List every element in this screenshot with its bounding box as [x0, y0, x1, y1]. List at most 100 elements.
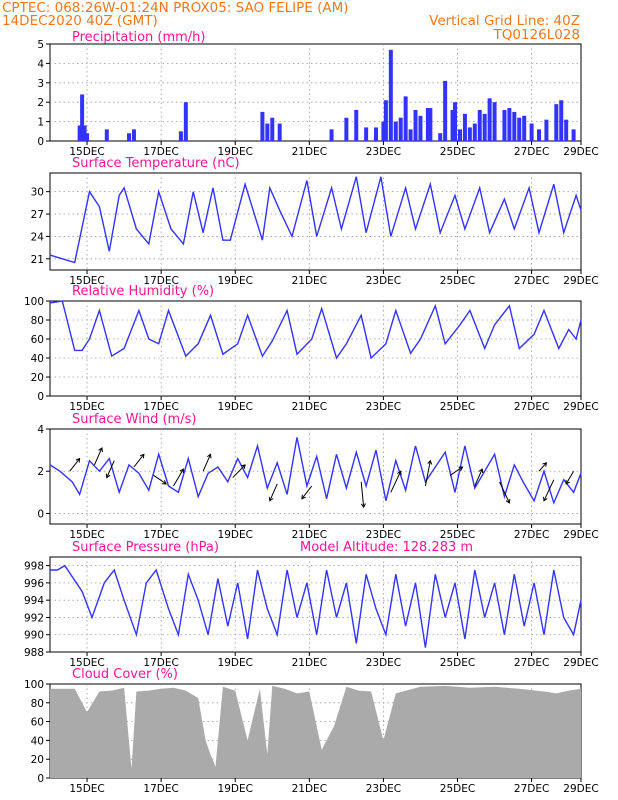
humidity-xtick-label: 17DEC — [143, 401, 178, 413]
precip-bar — [512, 111, 517, 141]
wind-arrow — [153, 475, 167, 485]
precip-bar — [344, 117, 349, 141]
wind-arrowhead — [207, 453, 212, 459]
precip-bar — [571, 129, 576, 141]
precip-bar — [537, 129, 542, 141]
cloud-ytick-label: 0 — [37, 773, 44, 785]
precip-bar — [127, 133, 132, 141]
precip-bar — [443, 80, 448, 141]
precip-bar — [477, 109, 482, 141]
precip-bar — [472, 123, 477, 141]
cloud-area — [50, 685, 581, 778]
header-model: TQ0126L028 — [492, 27, 580, 43]
wind-arrow — [538, 462, 547, 472]
wind-arrow — [360, 481, 365, 508]
wind-arrowhead — [543, 496, 548, 502]
precip-bar — [104, 129, 109, 141]
temp-line — [49, 176, 582, 264]
precip-bar — [277, 123, 282, 141]
wind-arrow — [499, 481, 510, 504]
precip-bar — [529, 123, 534, 141]
pressure-xtick-label: 19DEC — [218, 657, 253, 669]
pressure-xtick-label: 23DEC — [366, 657, 401, 669]
precip-ytick-label: 4 — [37, 58, 44, 70]
precip-bar — [425, 108, 430, 141]
wind-xtick-label: 27DEC — [514, 529, 549, 541]
precip-bar — [559, 100, 564, 141]
precip-xtick-label: 27DEC — [514, 146, 549, 158]
wind-arrow — [69, 458, 81, 472]
cloud-xtick-label: 17DEC — [143, 783, 178, 795]
precip-bar — [393, 121, 398, 141]
cloud-ytick-label: 60 — [31, 717, 44, 729]
humidity-xtick-label: 19DEC — [218, 401, 253, 413]
precip-ytick-label: 1 — [37, 117, 44, 129]
precip-bar — [183, 102, 188, 141]
pressure-ytick-label: 992 — [24, 612, 44, 624]
precip-bar — [517, 117, 522, 141]
humidity-panel: 0 20 40 60 80 100 15DEC 17DEC 19DEC 21DEC 23DEC 25D… — [24, 296, 599, 413]
temp-panel: 21 24 27 30 15DEC 17DEC 19DEC 21DEC 23DEC 25DEC 27… — [31, 172, 599, 287]
wind-arrow — [93, 447, 103, 466]
wind-xtick-label: 25DEC — [440, 529, 475, 541]
humidity-xtick-label: 29DEC — [563, 401, 598, 413]
humidity-xtick-label: 23DEC — [366, 401, 401, 413]
wind-xtick-label: 17DEC — [143, 529, 178, 541]
precip-xtick-label: 25DEC — [440, 146, 475, 158]
precip-bar — [82, 125, 87, 141]
wind-arrowhead — [360, 503, 366, 509]
precip-bar — [522, 115, 527, 141]
wind-arrow — [474, 468, 483, 487]
precip-bar — [80, 94, 85, 141]
wind-xtick-label: 23DEC — [366, 529, 401, 541]
temp-ytick-label: 24 — [31, 231, 45, 243]
precip-xtick-label: 23DEC — [366, 146, 401, 158]
precip-xtick-label: 19DEC — [218, 146, 253, 158]
wind-arrow — [390, 471, 402, 493]
precip-bar — [462, 113, 467, 141]
precip-bar — [502, 109, 507, 141]
wind-title: Surface Wind (m/s) — [72, 412, 196, 427]
temp-xtick-label: 21DEC — [292, 275, 327, 287]
precip-bar — [507, 108, 512, 141]
wind-panel: 0 2 4 15DEC 17DEC 19DEC 21DEC 23DEC 25DEC 27DEC 29… — [37, 424, 598, 541]
precip-bar — [467, 127, 472, 141]
precip-bar — [544, 119, 549, 141]
precip-bar — [354, 109, 359, 141]
precip-bar — [77, 125, 82, 141]
precip-ytick-label: 0 — [37, 136, 44, 148]
precip-bar — [265, 123, 270, 141]
temp-xtick-label: 23DEC — [366, 275, 401, 287]
header-station: CPTEC: 068:26W-01:24N PROX05: SAO FELIPE… — [2, 0, 349, 16]
wind-arrow — [565, 470, 575, 485]
cloud-xtick-label: 27DEC — [514, 783, 549, 795]
wind-arrowhead — [542, 462, 548, 467]
humidity-line — [49, 300, 582, 360]
precip-xtick-label: 15DEC — [69, 146, 104, 158]
precip-bar — [413, 109, 418, 141]
precip-bar — [482, 113, 487, 141]
temp-ytick-label: 30 — [31, 187, 44, 199]
wind-arrowhead — [427, 459, 433, 465]
wind-arrow — [543, 479, 555, 501]
cloud-ytick-label: 100 — [24, 679, 44, 691]
precip-bar — [408, 129, 413, 141]
panels-layer: 0 1 2 3 4 5 15DEC 17DEC 19DEC 21DEC 23DEC 25DEC 27DE… — [24, 39, 599, 795]
cloud-xtick-label: 15DEC — [69, 783, 104, 795]
pressure-ytick-label: 996 — [24, 578, 44, 590]
precip-bar — [453, 102, 458, 141]
wind-arrowhead — [179, 468, 184, 474]
pressure-title: Surface Pressure (hPa) — [72, 540, 219, 555]
wind-arrowhead — [505, 498, 511, 504]
pressure-xtick-label: 21DEC — [292, 657, 327, 669]
cloud-xtick-label: 19DEC — [218, 783, 253, 795]
precip-xtick-label: 17DEC — [143, 146, 178, 158]
wind-xtick-label: 19DEC — [218, 529, 253, 541]
wind-frame — [49, 428, 582, 525]
precip-bar — [457, 129, 462, 141]
humidity-title: Relative Humidity (%) — [72, 284, 214, 299]
wind-arrowhead — [75, 457, 81, 463]
precip-bar — [554, 104, 559, 141]
wind-xtick-label: 21DEC — [292, 529, 327, 541]
wind-ytick-label: 2 — [37, 466, 44, 478]
